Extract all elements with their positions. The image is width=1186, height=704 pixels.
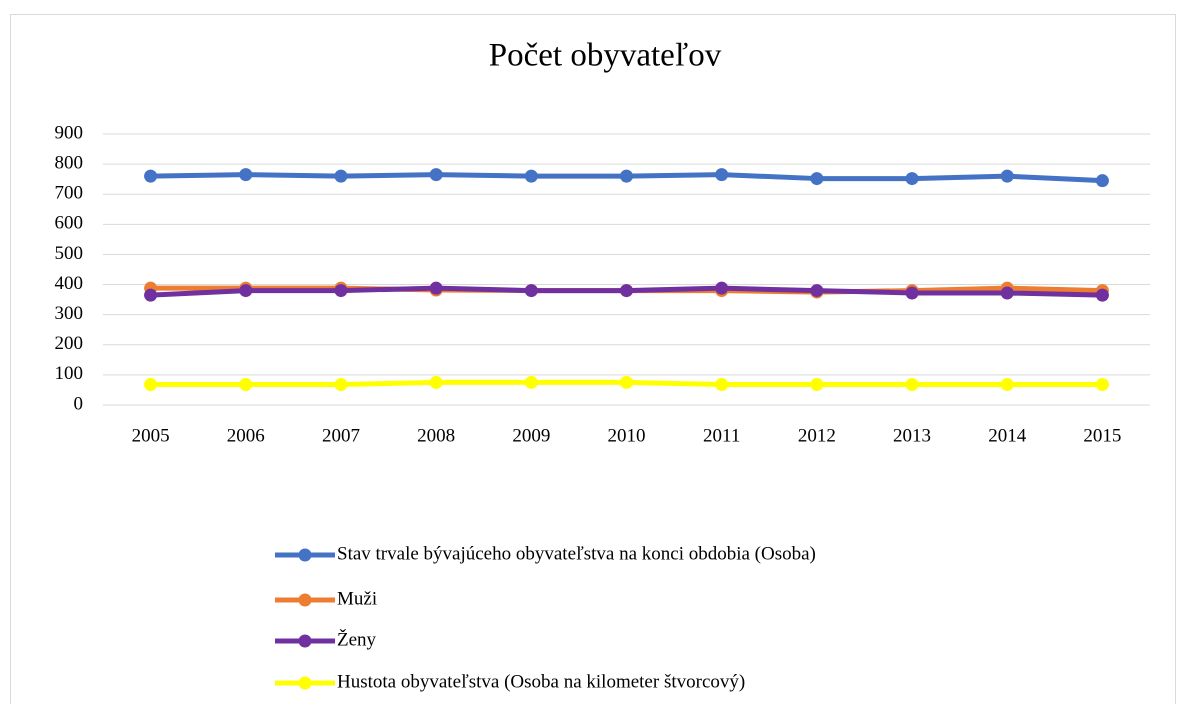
y-tick-label: 600: [55, 213, 84, 234]
x-tick-label: 2008: [417, 425, 455, 446]
data-point: [715, 281, 729, 295]
legend-marker: [298, 634, 312, 648]
y-tick-label: 0: [74, 393, 84, 414]
y-tick-label: 900: [55, 122, 84, 143]
data-point: [1000, 169, 1014, 183]
x-tick-label: 2010: [608, 425, 646, 446]
data-point: [1095, 174, 1109, 188]
data-point: [810, 172, 824, 186]
data-point: [334, 169, 348, 183]
data-point: [905, 172, 919, 186]
y-tick-label: 700: [55, 183, 84, 204]
chart-border: [10, 14, 1176, 704]
data-point: [524, 284, 538, 298]
data-point: [524, 375, 538, 389]
x-tick-label: 2006: [227, 425, 265, 446]
data-point: [1095, 378, 1109, 392]
y-tick-label: 400: [55, 273, 84, 294]
data-point: [905, 378, 919, 392]
legend-label: Stav trvale bývajúceho obyvateľstva na k…: [337, 543, 816, 564]
legend-marker: [298, 676, 312, 690]
data-point: [905, 286, 919, 300]
data-point: [620, 169, 633, 183]
legend-label: Muži: [337, 588, 377, 609]
y-tick-label: 300: [55, 303, 84, 324]
data-point: [144, 288, 158, 302]
data-point: [810, 378, 824, 392]
data-point: [239, 284, 253, 298]
data-point: [239, 378, 253, 392]
data-point: [715, 168, 729, 182]
data-point: [715, 378, 729, 392]
data-point: [334, 378, 348, 392]
y-tick-label: 100: [55, 363, 84, 384]
data-point: [429, 168, 443, 182]
data-point: [429, 375, 443, 389]
data-point: [334, 284, 348, 298]
data-point: [144, 169, 158, 183]
legend-marker: [298, 548, 312, 562]
data-point: [144, 378, 158, 392]
x-tick-label: 2012: [798, 425, 836, 446]
x-tick-label: 2015: [1083, 425, 1121, 446]
x-tick-label: 2009: [512, 425, 550, 446]
data-point: [239, 168, 253, 182]
data-point: [1000, 286, 1014, 300]
legend-marker: [298, 593, 312, 607]
data-point: [810, 284, 824, 298]
x-tick-label: 2011: [703, 425, 740, 446]
x-tick-label: 2005: [132, 425, 170, 446]
chart-title: Počet obyvateľov: [489, 38, 722, 74]
y-tick-label: 800: [55, 152, 84, 173]
legend-label: Ženy: [337, 628, 377, 650]
y-tick-label: 500: [55, 243, 84, 264]
data-point: [524, 169, 538, 183]
data-point: [1000, 378, 1014, 392]
x-tick-label: 2007: [322, 425, 360, 446]
x-tick-label: 2013: [893, 425, 931, 446]
data-point: [429, 281, 443, 295]
x-tick-label: 2014: [988, 425, 1027, 446]
legend-label: Hustota obyvateľstva (Osoba na kilometer…: [337, 671, 745, 692]
data-point: [1095, 288, 1109, 302]
y-tick-label: 200: [55, 333, 84, 354]
data-point: [620, 375, 633, 389]
data-point: [620, 284, 633, 298]
